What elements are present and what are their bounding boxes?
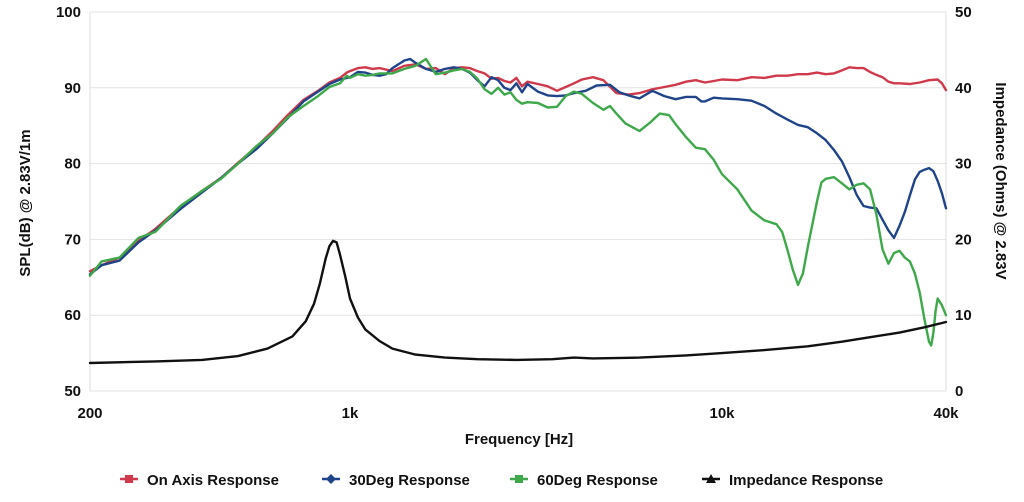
y-right-tick-label: 50 — [955, 4, 972, 21]
y-axis-left-title: SPL(dB) @ 2.83V/1m — [17, 129, 34, 276]
60deg-response-line — [88, 57, 948, 347]
legend-label-on-axis-response: On Axis Response — [147, 472, 279, 489]
y-right-tick-label: 20 — [955, 231, 972, 248]
legend-label-impedance-response: Impedance Response — [729, 472, 883, 489]
y-right-tick-label: 40 — [955, 80, 972, 97]
x-tick-label: 10k — [710, 405, 736, 422]
x-tick-label: 40k — [933, 405, 959, 422]
legend-label-30deg-response: 30Deg Response — [349, 472, 470, 489]
on-axis-response-line — [88, 63, 948, 273]
impedance-response-line — [88, 239, 948, 365]
y-right-tick-label: 0 — [955, 383, 963, 400]
x-tick-label: 1k — [342, 405, 359, 422]
30deg-response-line — [88, 57, 948, 276]
legend-label-60deg-response: 60Deg Response — [537, 472, 658, 489]
x-tick-label: 200 — [77, 405, 102, 422]
y-right-tick-label: 30 — [955, 156, 972, 173]
legend: On Axis Response 30Deg Response 60Deg Resp… — [120, 472, 883, 489]
y-left-tick-label: 100 — [56, 4, 81, 21]
y-left-tick-label: 80 — [64, 156, 81, 173]
legend-marker-60deg-response — [515, 475, 523, 483]
tick-labels: 50 60 70 80 90 100 0 10 20 30 40 50 200 1k 10k 40k — [56, 4, 972, 422]
y-left-tick-label: 90 — [64, 80, 81, 97]
y-axis-right-title: Impedance (Ohms) @ 2.83V — [992, 82, 1009, 279]
series-lines — [88, 57, 948, 365]
y-right-tick-label: 10 — [955, 307, 972, 324]
y-left-tick-label: 60 — [64, 307, 81, 324]
y-left-tick-label: 70 — [64, 231, 81, 248]
legend-marker-30deg-response — [326, 474, 336, 484]
x-axis-title: Frequency [Hz] — [465, 431, 573, 448]
legend-marker-impedance-response — [706, 474, 716, 483]
legend-marker-on-axis-response — [125, 475, 133, 483]
y-left-tick-label: 50 — [64, 383, 81, 400]
